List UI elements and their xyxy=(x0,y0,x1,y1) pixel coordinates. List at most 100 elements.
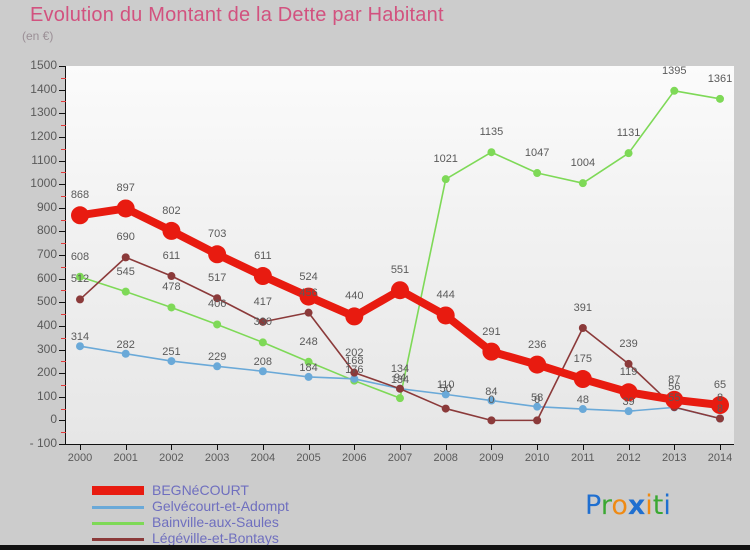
legend-label: Légéville-et-Bontays xyxy=(152,530,279,546)
data-point-label: 248 xyxy=(299,335,318,348)
x-axis-tick-label: 2007 xyxy=(387,452,413,464)
y-axis-minor-tick xyxy=(61,361,66,363)
x-axis-tick xyxy=(171,444,173,450)
data-point-label: 176 xyxy=(345,363,364,376)
y-axis-tick xyxy=(59,66,66,67)
x-axis-tick-label: 2009 xyxy=(479,452,504,464)
y-axis-tick xyxy=(59,136,66,138)
legend-swatch xyxy=(92,506,144,509)
x-axis-tick-label: 2002 xyxy=(159,452,184,464)
data-point-label: 456 xyxy=(299,286,318,299)
y-axis-tick xyxy=(59,420,66,422)
y-axis-tick-label: 800 xyxy=(36,223,57,238)
data-point-label: 291 xyxy=(482,325,501,338)
data-point-label: 56 xyxy=(668,381,681,394)
y-axis-minor-tick xyxy=(61,290,66,292)
x-axis-tick-label: 2001 xyxy=(113,452,138,464)
y-axis-tick xyxy=(59,373,66,375)
data-point-label: 545 xyxy=(116,265,135,278)
data-point-label: 94 xyxy=(393,372,407,385)
data-point-label: 84 xyxy=(485,385,498,398)
data-point-label: 282 xyxy=(116,338,135,351)
y-axis-tick xyxy=(59,302,66,304)
data-point-label: 168 xyxy=(345,354,364,367)
x-axis-tick xyxy=(308,444,310,450)
data-point-label: 175 xyxy=(573,353,593,366)
y-axis-tick-label: 500 xyxy=(36,294,57,309)
x-axis-tick xyxy=(125,444,127,450)
logo-letter: P xyxy=(585,490,601,521)
y-axis-tick xyxy=(59,396,66,398)
x-axis-tick-label: 2011 xyxy=(571,452,595,464)
legend-swatch xyxy=(92,538,144,541)
x-axis-tick xyxy=(491,444,493,450)
data-point-label: 690 xyxy=(116,231,135,244)
y-axis-tick-label: 300 xyxy=(36,341,57,356)
data-point-label: 1361 xyxy=(707,72,733,85)
data-point-label: 202 xyxy=(345,346,364,359)
data-point-label: 134 xyxy=(390,373,410,386)
data-point-label: 55 xyxy=(668,392,681,405)
data-point-label: 8 xyxy=(716,392,724,405)
x-axis-tick-label: 2005 xyxy=(296,452,321,464)
x-axis-tick xyxy=(400,444,401,450)
x-axis-tick xyxy=(628,444,630,450)
x-axis-tick xyxy=(582,444,584,450)
logo-letter: x xyxy=(627,490,646,521)
y-axis-tick-label: - 100 xyxy=(29,436,57,450)
data-point-label: 611 xyxy=(162,250,181,263)
legend-label: Gelvécourt-et-Adompt xyxy=(152,498,289,514)
data-point-label: 251 xyxy=(162,346,181,359)
y-axis-tick-label: 600 xyxy=(36,270,57,285)
x-axis-tick-label: 2000 xyxy=(67,452,93,464)
y-axis-labels: - 100 0 100 200 300 400 500 600 700 800 900 1000 110… xyxy=(0,0,57,550)
data-point-label: 391 xyxy=(573,302,593,314)
bottom-bar xyxy=(0,545,750,550)
y-axis-tick xyxy=(59,444,66,445)
data-point-label: 58 xyxy=(531,391,544,404)
x-axis-tick xyxy=(445,444,447,450)
data-point-label: 314 xyxy=(70,331,90,344)
legend-label: BEGNéCOURT xyxy=(152,482,249,498)
data-point-label: 611 xyxy=(254,250,272,263)
x-axis-tick-label: 2003 xyxy=(204,452,230,464)
logo-letter: i xyxy=(663,490,671,521)
y-axis-tick-label: 1400 xyxy=(30,81,57,96)
y-axis-tick xyxy=(59,160,66,162)
y-axis-tick-label: 700 xyxy=(36,247,57,261)
data-point-label: 87 xyxy=(668,373,681,386)
y-axis-minor-tick xyxy=(61,408,66,410)
data-point-label: 478 xyxy=(162,281,181,294)
legend-label: Bainville-aux-Saules xyxy=(152,514,279,530)
y-axis-minor-tick xyxy=(61,384,66,386)
y-axis-tick-label: 200 xyxy=(36,365,57,380)
x-axis-tick-label: 2013 xyxy=(662,452,687,464)
y-axis-tick xyxy=(59,255,66,256)
y-axis-minor-tick xyxy=(61,172,66,174)
data-point-label: 444 xyxy=(436,289,455,302)
proxiti-logo: Proxiti xyxy=(585,490,671,521)
data-point-label: 208 xyxy=(253,356,273,369)
y-axis-tick xyxy=(59,207,66,209)
data-point-label: 1021 xyxy=(433,153,458,166)
logo-letter: o xyxy=(611,490,628,521)
y-axis-minor-tick xyxy=(61,432,66,434)
logo-letter: r xyxy=(600,490,612,521)
data-point-label: 897 xyxy=(116,182,135,195)
x-axis-tick xyxy=(720,444,721,450)
data-point-label: 868 xyxy=(70,189,90,202)
y-axis-tick xyxy=(59,325,66,327)
data-point-label: 184 xyxy=(299,361,318,374)
data-point-label: 1395 xyxy=(662,64,687,77)
data-point-label: 229 xyxy=(207,351,227,364)
legend-swatch xyxy=(92,486,144,495)
logo-letter: t xyxy=(652,490,664,521)
chart-unit-label: (en €) xyxy=(22,29,54,43)
y-axis-minor-tick xyxy=(61,337,66,339)
y-axis-tick xyxy=(59,113,66,115)
y-axis-tick xyxy=(59,278,66,280)
y-axis-tick xyxy=(59,231,66,233)
data-point-label: 802 xyxy=(162,204,181,217)
data-point-label: 512 xyxy=(70,273,90,286)
x-axis-tick xyxy=(217,444,219,450)
